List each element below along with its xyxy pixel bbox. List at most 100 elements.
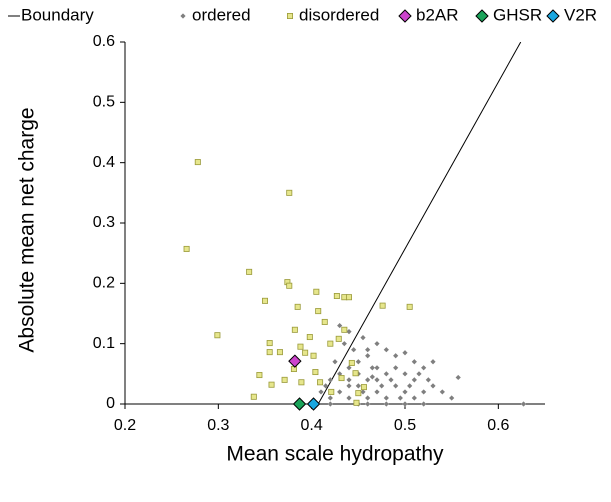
legend-label: disordered — [299, 5, 379, 24]
point — [346, 365, 352, 371]
point — [455, 374, 461, 381]
point — [313, 288, 320, 295]
point — [341, 326, 348, 333]
point — [355, 359, 361, 365]
legend-label: Boundary — [21, 5, 94, 24]
point — [266, 340, 273, 347]
point — [346, 329, 352, 335]
point — [352, 370, 359, 377]
point — [393, 353, 399, 359]
point — [318, 389, 324, 395]
point — [214, 332, 221, 339]
point — [327, 377, 333, 383]
legend-label: GHSR — [493, 5, 542, 24]
point — [268, 381, 275, 388]
point — [402, 350, 408, 356]
point — [402, 371, 408, 377]
point — [360, 389, 366, 395]
legend-symbol — [546, 9, 560, 23]
point — [402, 389, 408, 395]
point — [297, 343, 304, 350]
point — [407, 383, 413, 389]
x-tick-label: 0.6 — [487, 417, 509, 434]
point — [337, 322, 343, 329]
point — [337, 371, 343, 377]
y-tick-label: 0.5 — [93, 94, 115, 111]
point — [421, 365, 427, 371]
point — [335, 335, 342, 342]
boundary-line — [317, 42, 522, 404]
x-tick-label: 0.2 — [114, 417, 136, 434]
point — [302, 349, 309, 356]
point — [341, 341, 347, 347]
point — [374, 341, 380, 347]
point — [374, 389, 380, 395]
point — [365, 401, 371, 407]
point — [291, 326, 298, 333]
point — [449, 395, 455, 401]
point — [383, 395, 389, 401]
point — [439, 389, 445, 395]
point — [346, 383, 352, 389]
point — [276, 349, 283, 356]
point — [246, 268, 253, 275]
x-axis-title: Mean scale hydropathy — [226, 443, 444, 466]
point — [411, 395, 417, 401]
y-tick-label: 0.2 — [93, 275, 115, 292]
y-tick-label: 0.6 — [93, 33, 115, 50]
point — [346, 377, 352, 383]
point — [312, 369, 319, 376]
legend-symbol — [398, 9, 412, 23]
point — [416, 371, 422, 377]
x-tick-label: 0.5 — [394, 417, 416, 434]
point — [411, 359, 417, 365]
point — [406, 303, 413, 310]
point — [353, 399, 360, 406]
point — [288, 354, 302, 368]
point — [383, 347, 389, 353]
y-tick-label: 0.1 — [93, 335, 115, 352]
point — [194, 159, 201, 166]
legend-symbol — [180, 13, 186, 19]
point — [365, 353, 371, 359]
point — [365, 395, 371, 401]
point — [369, 374, 375, 380]
y-tick-label: 0 — [106, 395, 115, 412]
x-tick-label: 0.4 — [301, 417, 323, 434]
legend-symbol — [286, 12, 293, 19]
point — [310, 352, 317, 359]
point — [379, 302, 386, 309]
point — [290, 366, 297, 373]
point — [355, 390, 362, 397]
point — [397, 395, 403, 401]
legend-label: V2R — [564, 5, 597, 24]
point — [348, 359, 355, 366]
point — [402, 401, 408, 407]
point — [306, 397, 321, 411]
point — [315, 308, 322, 315]
point — [421, 389, 427, 395]
point — [393, 365, 399, 371]
point — [266, 349, 273, 356]
point — [321, 318, 328, 325]
point — [328, 388, 335, 395]
point — [365, 347, 371, 353]
y-axis-title: Absolute mean net charge — [16, 107, 39, 352]
point — [294, 303, 301, 310]
point — [261, 297, 268, 304]
point — [317, 379, 324, 386]
point — [281, 376, 288, 383]
legend-label: ordered — [192, 5, 251, 24]
point — [333, 293, 340, 300]
point — [250, 393, 257, 400]
point — [256, 372, 263, 379]
point — [383, 401, 389, 407]
point — [327, 395, 333, 401]
point — [298, 379, 305, 386]
y-tick-label: 0.3 — [93, 214, 115, 231]
point — [327, 401, 333, 407]
point — [338, 375, 345, 382]
point — [430, 383, 436, 389]
point — [374, 365, 380, 371]
